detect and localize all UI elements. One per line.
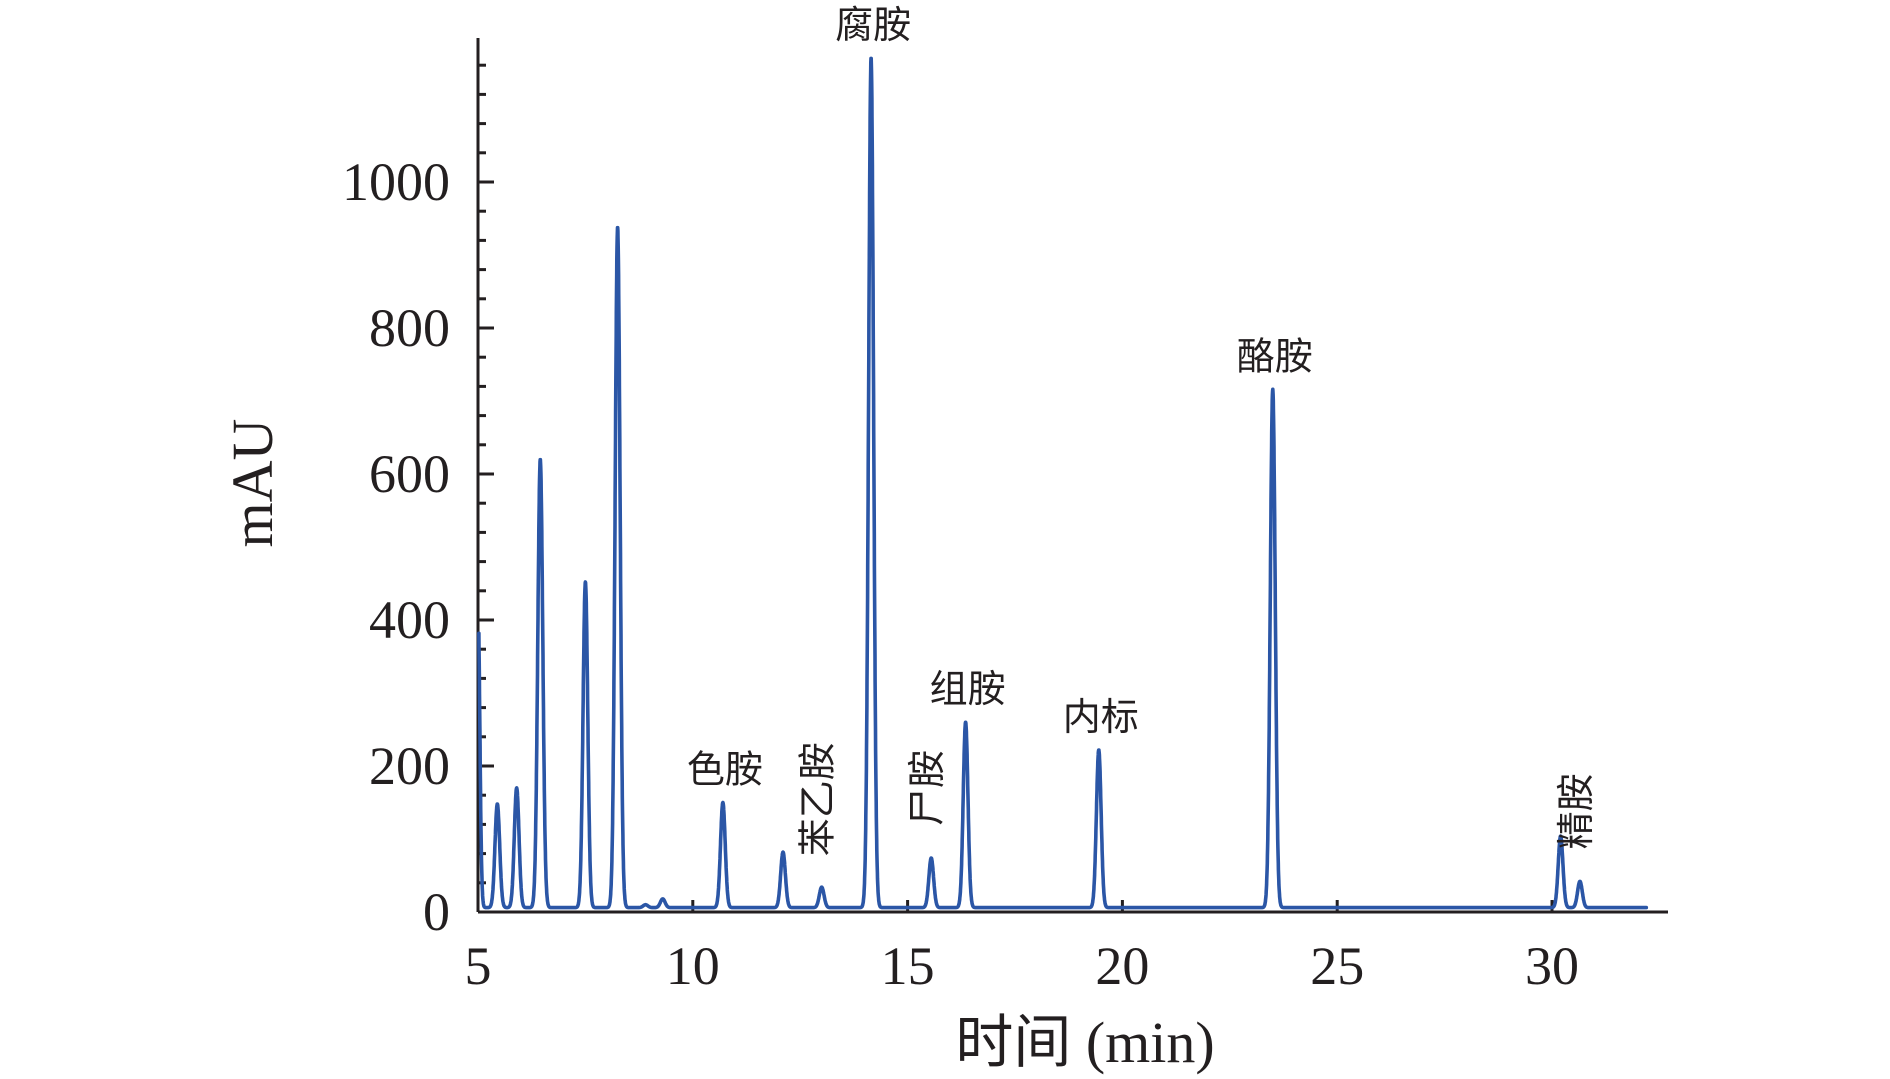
y-tick-label: 400	[369, 590, 450, 650]
y-tick-label: 200	[369, 736, 450, 796]
y-tick-label: 1000	[342, 152, 450, 212]
x-tick-label: 10	[666, 936, 720, 996]
trace-group	[477, 56, 1649, 910]
peak-label: 精胺	[1554, 773, 1598, 849]
x-major-ticks: 5 10 15 20 25 30	[465, 900, 1579, 996]
peak-label: 苯乙胺	[796, 742, 840, 856]
peak-label: 尸胺	[905, 750, 949, 826]
peak-label: 色胺	[687, 748, 763, 792]
peak-label: 腐胺	[835, 3, 911, 47]
x-tick-label: 30	[1525, 936, 1579, 996]
x-tick-label: 20	[1095, 936, 1149, 996]
y-tick-label: 600	[369, 444, 450, 504]
x-axis-title: 时间 (min)	[955, 1010, 1214, 1075]
y-major-ticks: 0 200 400 600 800 1000	[342, 152, 494, 942]
peak-label: 内标	[1063, 695, 1139, 739]
chromatogram-trace	[477, 56, 1649, 910]
peak-label: 酪胺	[1237, 334, 1313, 378]
x-tick-label: 25	[1310, 936, 1364, 996]
axes	[476, 38, 1668, 914]
y-tick-label: 800	[369, 298, 450, 358]
x-tick-label: 15	[881, 936, 935, 996]
x-tick-label: 5	[465, 936, 492, 996]
y-axis-title: mAU	[220, 419, 285, 548]
y-tick-label: 0	[423, 882, 450, 942]
peak-label: 组胺	[930, 667, 1006, 711]
